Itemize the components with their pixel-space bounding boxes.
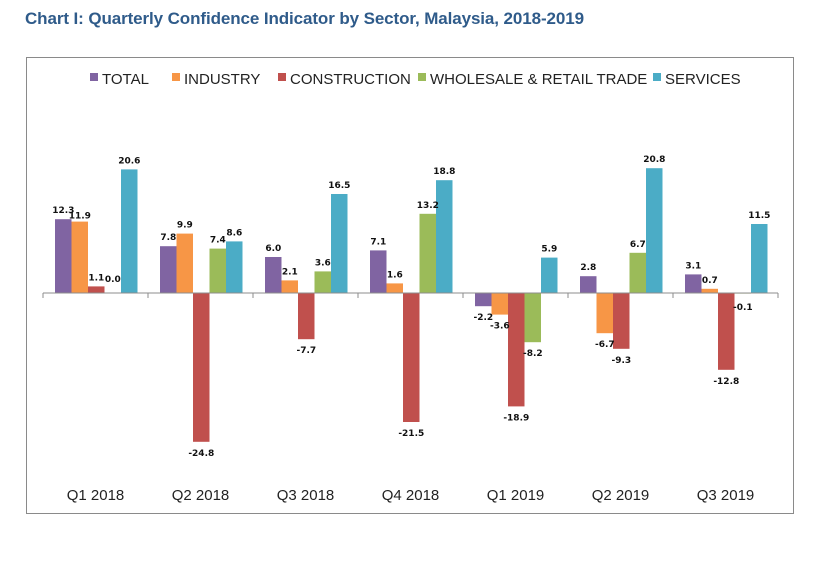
bar (524, 293, 541, 343)
data-label: 0.7 (702, 276, 718, 286)
data-label: 20.6 (118, 156, 140, 166)
bar (55, 219, 72, 293)
data-label: 9.9 (177, 221, 193, 231)
data-label: 8.6 (226, 228, 242, 238)
data-labels: 12.311.9 1.1 0.0 20.6 7.89.9 -24.8 7.48.6 6.0 2.… (52, 155, 770, 459)
legend-item-total: TOTAL (90, 71, 149, 88)
bar (314, 271, 331, 293)
data-label: 11.5 (748, 211, 770, 221)
data-label: 20.8 (643, 155, 665, 165)
bar (701, 288, 718, 293)
data-label: 7.1 (370, 237, 386, 247)
bar (718, 293, 735, 370)
data-label: -9.3 (611, 356, 631, 366)
data-label: 2.1 (282, 267, 298, 277)
bar (226, 241, 243, 293)
category-label: Q2 2018 (172, 487, 230, 504)
data-label: -7.7 (296, 346, 316, 356)
legend-swatch (172, 73, 180, 81)
legend-label: INDUSTRY (184, 71, 260, 88)
bar (370, 250, 387, 293)
category-label: Q1 2018 (67, 487, 125, 504)
legend-item-services: SERVICES (653, 71, 741, 88)
category-labels: Q1 2018 Q2 2018 Q3 2018 Q4 2018 Q1 2019 Q2 20… (67, 487, 755, 504)
bar (646, 168, 663, 293)
data-label: -3.6 (490, 322, 510, 332)
legend-swatch (90, 73, 98, 81)
bar (541, 257, 558, 293)
bar (751, 224, 768, 293)
legend-swatch (418, 73, 426, 81)
legend: TOTAL INDUSTRY CONSTRUCTION WHOLESALE & RET… (90, 71, 741, 88)
category-label: Q1 2019 (487, 487, 545, 504)
category-label: Q2 2019 (592, 487, 650, 504)
bar (596, 293, 613, 334)
data-label: 11.9 (69, 212, 91, 222)
bar (265, 257, 282, 293)
data-label: -21.5 (398, 429, 424, 439)
x-axis (42, 292, 779, 298)
bar (403, 293, 420, 422)
data-label: 1.6 (387, 270, 403, 280)
data-label: 13.2 (417, 201, 439, 211)
bar (121, 169, 138, 293)
category-label: Q4 2018 (382, 487, 440, 504)
data-label: 0.0 (105, 275, 121, 285)
data-label: -8.2 (523, 349, 543, 359)
legend-item-wholesale-retail-trade: WHOLESALE & RETAIL TRADE (418, 71, 647, 88)
bar (685, 274, 702, 293)
bar (613, 293, 630, 349)
bar (331, 194, 348, 293)
bar (508, 293, 525, 407)
data-label: 6.7 (630, 240, 646, 250)
bar (436, 180, 453, 293)
bar (580, 276, 597, 293)
legend-item-industry: INDUSTRY (172, 71, 260, 88)
legend-label: SERVICES (665, 71, 741, 88)
bar (71, 221, 88, 293)
legend-label: TOTAL (102, 71, 149, 88)
legend-label: CONSTRUCTION (290, 71, 411, 88)
legend-label: WHOLESALE & RETAIL TRADE (430, 71, 647, 88)
bar (281, 280, 298, 293)
data-label: -6.7 (595, 340, 615, 350)
legend-swatch (278, 73, 286, 81)
data-label: -24.8 (188, 449, 214, 459)
bar (491, 293, 508, 315)
bar (419, 213, 436, 293)
data-label: 12.3 (52, 206, 74, 216)
bar (88, 286, 105, 293)
legend-swatch (653, 73, 661, 81)
data-label: 1.1 (88, 273, 104, 283)
chart-frame (26, 57, 794, 514)
data-label: 7.4 (210, 236, 226, 246)
data-label: 3.1 (685, 261, 701, 271)
data-label: -0.1 (733, 303, 753, 313)
data-label: 6.0 (265, 244, 281, 254)
data-label: 5.9 (541, 245, 557, 255)
bar (193, 293, 210, 442)
bar (629, 252, 646, 293)
bar (176, 233, 193, 293)
bar (160, 246, 177, 293)
bar (386, 283, 403, 293)
legend-item-construction: CONSTRUCTION (278, 71, 411, 88)
data-label: 7.8 (160, 233, 176, 243)
data-label: 3.6 (315, 258, 331, 268)
bar (298, 293, 315, 340)
data-label: -18.9 (503, 413, 529, 423)
data-label: 16.5 (328, 181, 350, 191)
data-label: -12.8 (713, 377, 739, 387)
chart-title: Chart I: Quarterly Confidence Indicator … (25, 9, 584, 28)
category-label: Q3 2019 (697, 487, 755, 504)
category-label: Q3 2018 (277, 487, 335, 504)
data-label: -2.2 (473, 313, 493, 323)
data-label: 2.8 (580, 263, 596, 273)
bar (209, 248, 226, 293)
bar (475, 293, 492, 307)
data-label: 18.8 (433, 167, 455, 177)
bars (55, 168, 768, 442)
